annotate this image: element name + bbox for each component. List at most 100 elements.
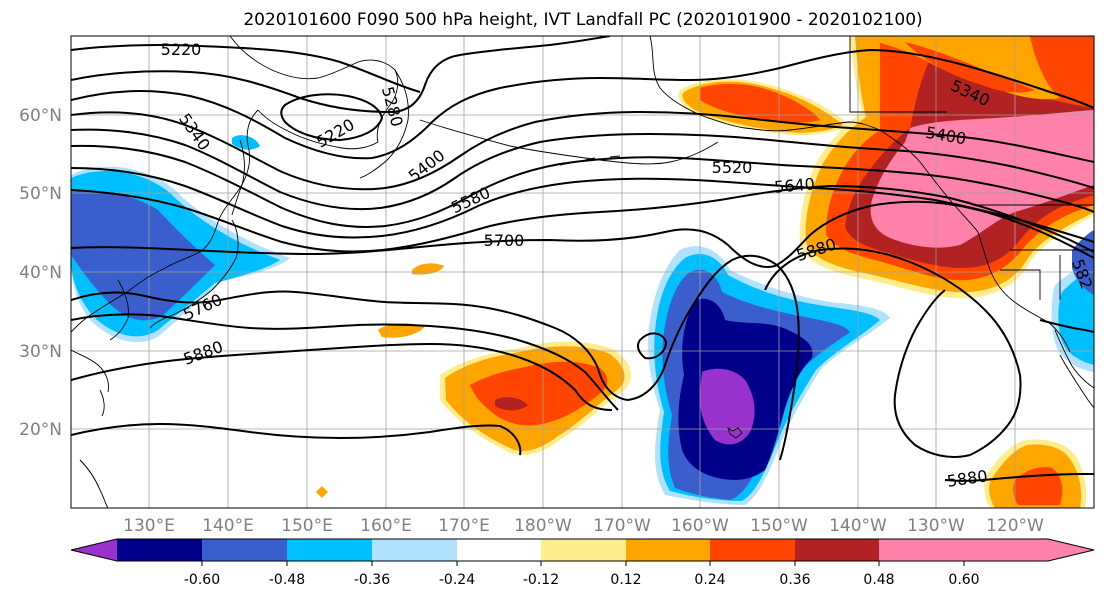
ivt-shading [71, 36, 1094, 508]
colorbar-tick-label-6: 0.12 [610, 572, 641, 588]
colorbar-extend-min [71, 539, 117, 561]
shade-neg-baja-mid [1072, 230, 1094, 295]
colorbar: -0.60 -0.48 -0.36 -0.24 -0.12 0.12 0.24 … [70, 538, 1095, 588]
lat-label-60n: 60°N [19, 106, 62, 126]
contour-5220-closed [280, 93, 384, 142]
colorbar-tick-label-1: -0.60 [184, 572, 220, 588]
contour-5820 [71, 313, 619, 411]
lat-label-50n: 50°N [19, 184, 62, 204]
colorbar-bin-8 [710, 539, 795, 561]
height-contours [71, 36, 1094, 482]
coast-okhotsk [257, 109, 379, 150]
contour-5340 [71, 48, 1094, 160]
colorbar-bin-10 [879, 539, 964, 561]
contour-5640 [71, 184, 1094, 253]
coast-mexico [1059, 354, 1094, 409]
coast-philippines [79, 459, 109, 508]
map-content: 5220 5220 5280 5340 5340 5400 5400 5520 … [71, 36, 1094, 508]
contour-east-trough [1039, 319, 1094, 333]
shade-neg-baja-light [1058, 265, 1094, 365]
colorbar-tick-label-9: 0.48 [863, 572, 894, 588]
shade-neg-hawaii-purple [699, 368, 755, 445]
contour-5700 [71, 200, 1094, 268]
coast-us-west [977, 231, 1071, 353]
map-frame [70, 35, 1095, 509]
contour-5880-south [71, 422, 522, 456]
lon-label-160e: 160°E [360, 516, 412, 536]
coast-hawaii [727, 426, 743, 439]
coast-bc [879, 129, 979, 233]
contour-5280 [71, 36, 611, 114]
lon-label-140e: 140°E [202, 516, 254, 536]
longitude-labels: 130°E 140°E 150°E 160°E 170°E 180°W 170°… [123, 516, 1044, 536]
colorbar-tick-labels: -0.60 -0.48 -0.36 -0.24 -0.12 0.12 0.24 … [184, 572, 980, 588]
contour-5220 [71, 44, 421, 93]
contour-5880-mexico [944, 473, 1094, 482]
coast-baja [1054, 329, 1094, 389]
contour-5880-southeast [893, 289, 971, 458]
colorbar-tick-label-2: -0.48 [269, 572, 305, 588]
contour-5400 [71, 110, 1094, 191]
coast-taiwan [99, 389, 105, 417]
lat-label-40n: 40°N [19, 263, 62, 283]
lon-label-170w: 170°W [593, 516, 651, 536]
coast-kamchatka [359, 69, 409, 179]
colorbar-bin-6 [541, 539, 626, 561]
contour-5880 [71, 342, 613, 411]
shade-neg-japan-mid [71, 190, 215, 321]
contour-label-5220-top: 5220 [161, 40, 202, 59]
lon-label-130e: 130°E [123, 516, 175, 536]
colorbar-tick-label-10: 0.60 [948, 572, 979, 588]
contour-5880-closed-east [764, 247, 1022, 456]
colorbar-extend-max [964, 539, 1094, 561]
contour-5460 [71, 128, 1094, 211]
colorbar-bin-2 [202, 539, 287, 561]
contour-5580 [71, 167, 1094, 243]
lon-label-180w: 180°W [514, 516, 572, 536]
contour-loop-hawaii [636, 332, 668, 360]
colorbar-ticks [201, 561, 965, 566]
colorbar-bin-7 [626, 539, 710, 561]
coast-china-south [71, 349, 109, 393]
colorbar-tick-label-4: -0.24 [439, 572, 475, 588]
contour-label-5520: 5520 [712, 158, 753, 177]
shade-pos-nepac-pink [870, 110, 1094, 248]
colorbar-tick-label-8: 0.36 [779, 572, 810, 588]
shade-neg-small-kamchatka [232, 135, 260, 150]
latitude-labels: 60°N 50°N 40°N 30°N 20°N [19, 106, 62, 440]
shade-pos-blob-b [378, 323, 425, 338]
shade-pos-alaska-red [700, 83, 820, 123]
contour-5520 [71, 144, 1094, 229]
shade-pos-blob-c [316, 486, 328, 498]
coast-asia-north [229, 36, 399, 143]
lon-label-150e: 150°E [281, 516, 333, 536]
coast-asia-east [71, 109, 259, 333]
contour-label-5700: 5700 [484, 231, 525, 250]
lon-label-130w: 130°W [907, 516, 965, 536]
map-panel: 5220 5220 5280 5340 5340 5400 5400 5520 … [70, 35, 1095, 509]
contour-5760 [71, 254, 800, 461]
colorbar-bin-3 [287, 539, 372, 561]
coast-alaska [649, 36, 881, 132]
colorbar-bin-4 [372, 539, 457, 561]
colorbar-bin-1 [117, 539, 202, 561]
lat-label-20n: 20°N [19, 420, 62, 440]
colorbar-bin-5 [457, 539, 541, 561]
lon-label-140w: 140°W [829, 516, 887, 536]
colorbar-outline [70, 538, 1095, 562]
colorbar-tick-label-7: 0.24 [694, 572, 725, 588]
lon-label-150w: 150°W [750, 516, 808, 536]
coast-korea [109, 279, 129, 341]
lon-label-160w: 160°W [671, 516, 729, 536]
colorbar-bin-9 [795, 539, 879, 561]
figure-title: 2020101600 F090 500 hPa height, IVT Land… [243, 10, 922, 30]
shade-pos-central-darkred [495, 397, 528, 411]
lat-label-30n: 30°N [19, 342, 62, 362]
lon-label-120w: 120°W [986, 516, 1044, 536]
contour-label-5640: 5640 [773, 174, 815, 196]
lon-label-170e: 170°E [438, 516, 490, 536]
colorbar-tick-label-3: -0.36 [354, 572, 390, 588]
border-alaska [849, 36, 947, 113]
